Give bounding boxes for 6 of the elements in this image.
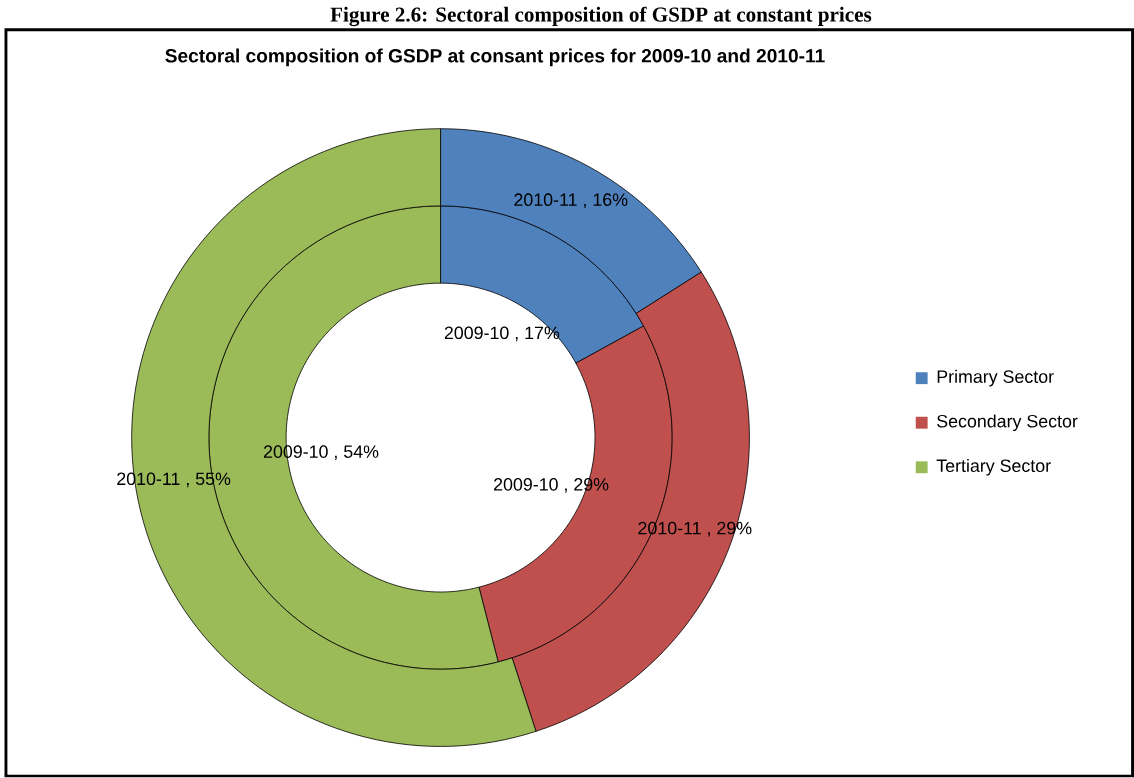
data-label: 2010-11 , 16%	[514, 193, 628, 209]
legend-label: Tertiary Sector	[936, 459, 1051, 476]
chart-title: Sectoral composition of GSDP at consant prices for 2009-10 and 2010-11	[165, 48, 825, 67]
legend-label: Primary Sector	[937, 370, 1054, 387]
legend-label: Secondary Sector	[937, 414, 1078, 432]
caption: Figure 2.6: Sectoral composition of GSDP at constant prices	[330, 6, 872, 27]
